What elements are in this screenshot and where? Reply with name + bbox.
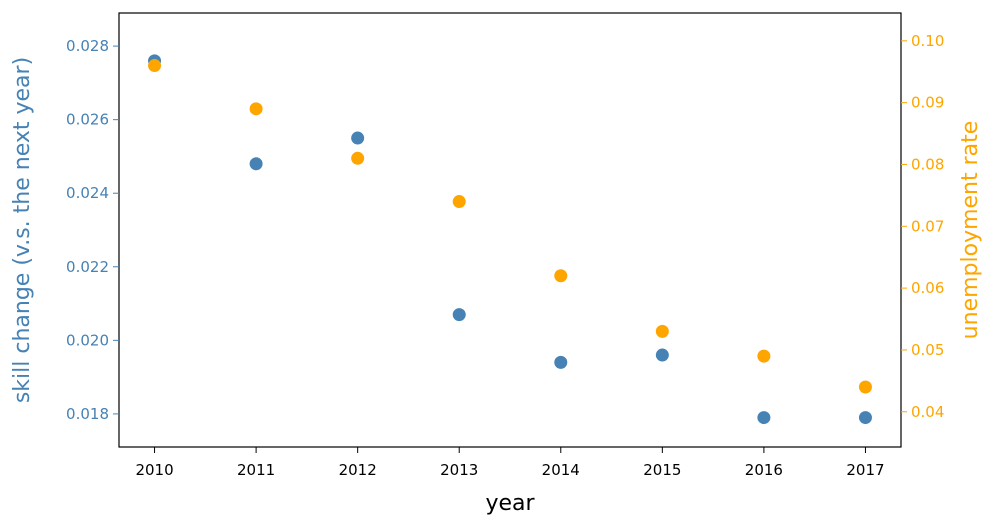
x-tick-label: 2013 xyxy=(440,461,478,479)
x-tick-label: 2012 xyxy=(339,461,377,479)
right-y-tick-label: 0.10 xyxy=(911,32,944,50)
right-y-tick-label: 0.04 xyxy=(911,403,944,421)
left-y-axis-label: skill change (v.s. the next year) xyxy=(10,57,35,403)
left-y-tick-label: 0.024 xyxy=(66,184,109,202)
left-y-tick-label: 0.028 xyxy=(66,37,109,55)
unemployment-point-2012 xyxy=(351,151,365,165)
left-y-tick-label: 0.026 xyxy=(66,111,109,129)
x-tick-label: 2014 xyxy=(542,461,580,479)
left-y-axis: 0.018 0.020 0.022 0.024 0.026 0.028 xyxy=(66,37,119,423)
x-tick-label: 2010 xyxy=(135,461,173,479)
left-y-tick-label: 0.022 xyxy=(66,258,109,276)
left-y-tick-label: 0.020 xyxy=(66,331,109,349)
skill-change-point-2014 xyxy=(554,355,568,369)
right-y-axis: 0.04 0.05 0.06 0.07 0.08 0.09 0.10 xyxy=(901,32,944,421)
unemployment-point-2017 xyxy=(858,380,872,394)
unemployment-point-2015 xyxy=(655,324,669,338)
x-tick-label: 2015 xyxy=(643,461,681,479)
x-tick-label: 2016 xyxy=(745,461,783,479)
unemployment-point-2016 xyxy=(757,349,771,363)
right-y-tick-label: 0.05 xyxy=(911,341,944,359)
x-tick-label: 2011 xyxy=(237,461,275,479)
right-y-tick-label: 0.07 xyxy=(911,217,944,235)
right-y-tick-label: 0.09 xyxy=(911,94,944,112)
skill-change-point-2012 xyxy=(351,131,365,145)
unemployment-point-2010 xyxy=(148,59,162,73)
plot-area xyxy=(118,12,902,448)
right-y-tick-label: 0.08 xyxy=(911,155,944,173)
skill-change-point-2013 xyxy=(452,308,466,322)
left-y-tick-label: 0.018 xyxy=(66,405,109,423)
x-axis: 2010 2011 2012 2013 2014 2015 2016 2017 xyxy=(135,447,885,479)
unemployment-point-2013 xyxy=(452,195,466,209)
data-points xyxy=(148,54,872,425)
right-y-axis-label: unemployment rate xyxy=(958,121,983,340)
x-axis-label: year xyxy=(485,491,535,516)
unemployment-point-2014 xyxy=(554,269,568,283)
skill-change-point-2015 xyxy=(655,348,669,362)
skill-change-point-2011 xyxy=(249,157,263,171)
skill-change-point-2017 xyxy=(858,411,872,425)
right-y-tick-label: 0.06 xyxy=(911,279,944,297)
x-tick-label: 2017 xyxy=(846,461,884,479)
unemployment-point-2011 xyxy=(249,102,263,116)
skill-change-point-2016 xyxy=(757,411,771,425)
